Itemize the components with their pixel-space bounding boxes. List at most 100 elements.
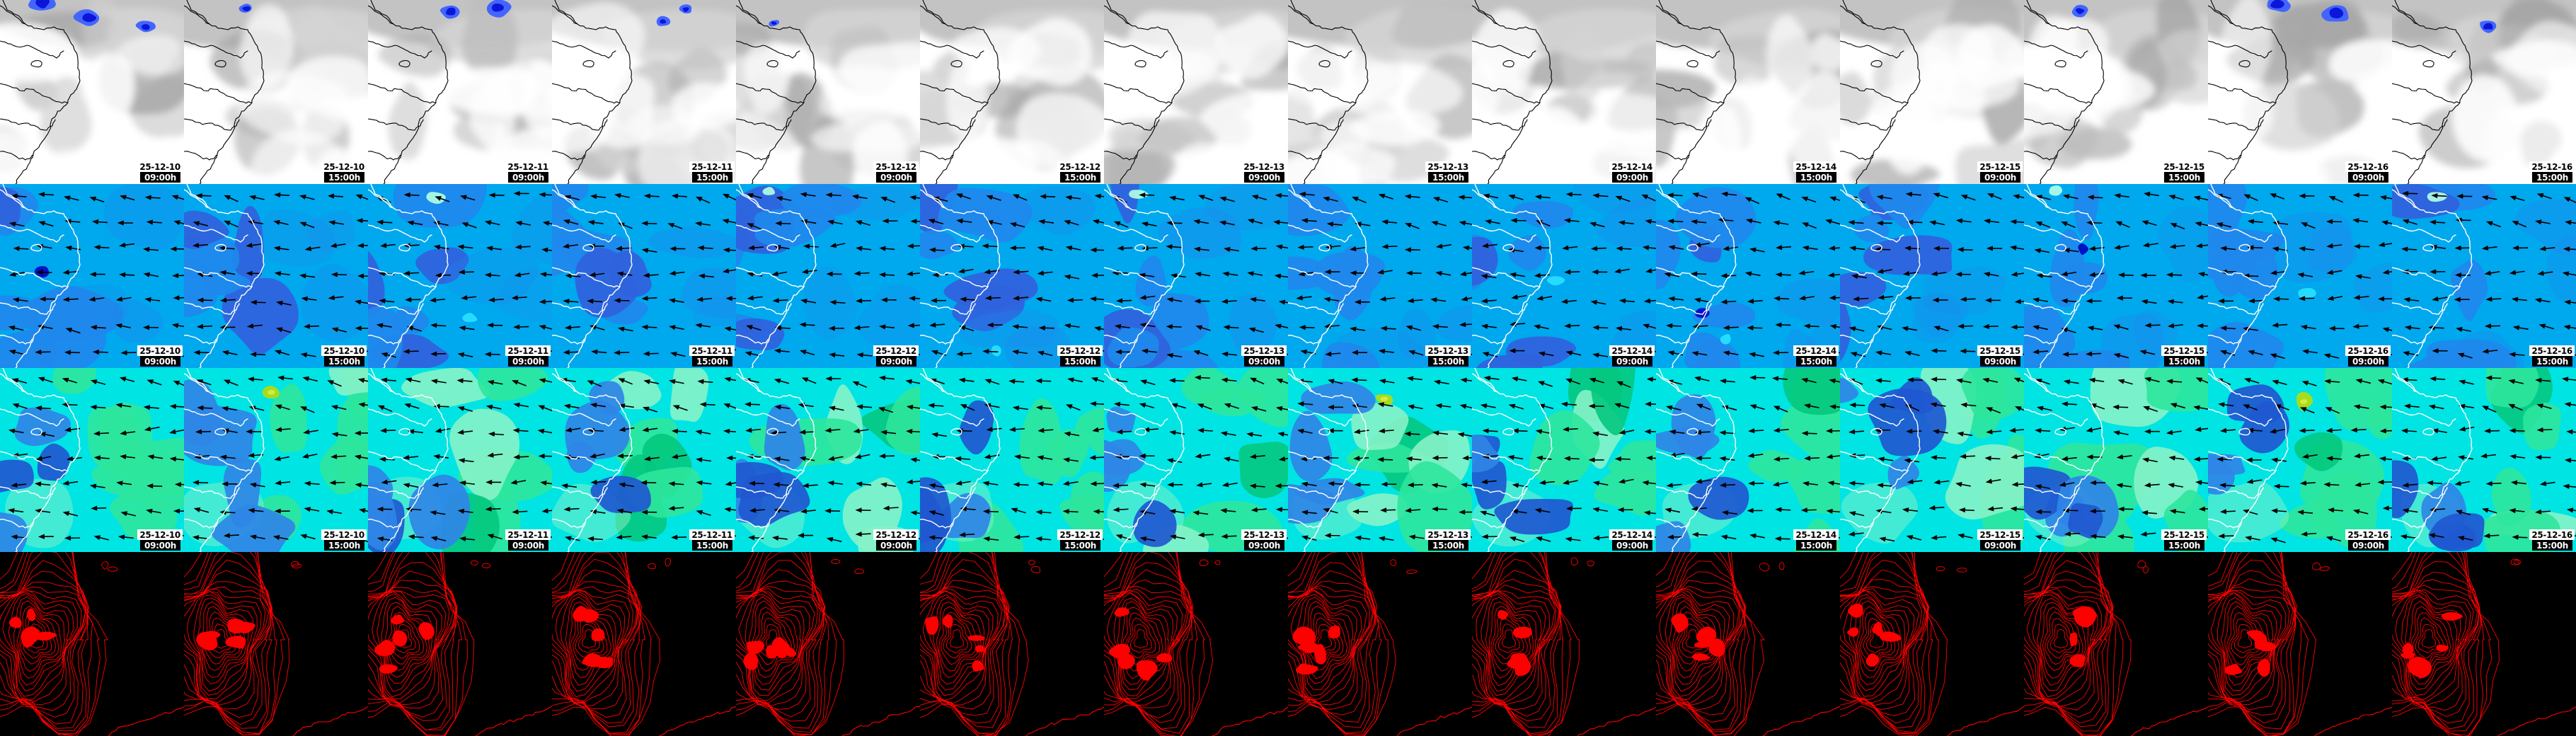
timestamp-time: 09:00h: [1244, 356, 1284, 367]
forecast-panel-wind-field-lower-col3: 25-12-11 09:00h: [368, 368, 552, 552]
forecast-panel-wind-field-upper-col6: 25-12-12 15:00h: [920, 184, 1104, 368]
forecast-panel-wind-field-upper-col1: 25-12-10 09:00h: [0, 184, 184, 368]
timestamp-label: 25-12-16 15:00h: [2529, 161, 2575, 183]
timestamp-time: 15:00h: [1060, 356, 1100, 367]
timestamp-date: 25-12-11: [689, 161, 735, 172]
timestamp-date: 25-12-10: [137, 529, 183, 540]
timestamp-time: 15:00h: [1060, 540, 1100, 551]
timestamp-date: 25-12-10: [137, 161, 183, 172]
timestamp-label: 25-12-15 09:00h: [1977, 529, 2023, 551]
timestamp-date: 25-12-11: [505, 345, 551, 356]
wind-field-map: [1104, 368, 1288, 552]
timestamp-date: 25-12-14: [1793, 161, 1839, 172]
wind-field-map: [1472, 368, 1656, 552]
timestamp-label: 25-12-15 09:00h: [1977, 345, 2023, 367]
timestamp-date: 25-12-16: [2529, 529, 2575, 540]
forecast-panel-wind-field-lower-col2: 25-12-10 15:00h: [184, 368, 368, 552]
wind-field-map: [368, 368, 552, 552]
timestamp-label: 25-12-13 15:00h: [1425, 529, 1471, 551]
forecast-panel-terrain-contours-col2: [184, 552, 368, 736]
terrain-contour-map: [552, 552, 736, 736]
forecast-panel-wind-field-lower-col14: 25-12-16 15:00h: [2392, 368, 2576, 552]
terrain-contour-map: [184, 552, 368, 736]
timestamp-label: 25-12-16 15:00h: [2529, 345, 2575, 367]
forecast-panel-terrain-contours-col9: [1472, 552, 1656, 736]
forecast-panel-wind-field-lower-col13: 25-12-16 09:00h: [2208, 368, 2392, 552]
timestamp-date: 25-12-13: [1425, 161, 1471, 172]
timestamp-date: 25-12-12: [1057, 529, 1103, 540]
timestamp-date: 25-12-14: [1609, 161, 1655, 172]
forecast-panel-clouds-precipitation-col3: 25-12-11 09:00h: [368, 0, 552, 184]
timestamp-date: 25-12-11: [505, 529, 551, 540]
timestamp-label: 25-12-12 15:00h: [1057, 161, 1103, 183]
cloud-precipitation-map: [2208, 0, 2392, 184]
timestamp-time: 09:00h: [2348, 540, 2388, 551]
forecast-panel-clouds-precipitation-col4: 25-12-11 15:00h: [552, 0, 736, 184]
timestamp-date: 25-12-15: [1977, 161, 2023, 172]
timestamp-label: 25-12-11 15:00h: [689, 529, 735, 551]
timestamp-time: 15:00h: [2164, 172, 2204, 183]
timestamp-date: 25-12-16: [2345, 161, 2391, 172]
wind-field-map: [920, 368, 1104, 552]
timestamp-label: 25-12-15 09:00h: [1977, 161, 2023, 183]
cloud-precipitation-map: [2392, 0, 2576, 184]
forecast-panel-clouds-precipitation-col6: 25-12-12 15:00h: [920, 0, 1104, 184]
terrain-contour-map: [1840, 552, 2024, 736]
forecast-panel-wind-field-upper-col5: 25-12-12 09:00h: [736, 184, 920, 368]
timestamp-label: 25-12-10 09:00h: [137, 345, 183, 367]
timestamp-time: 15:00h: [1428, 172, 1468, 183]
forecast-panel-wind-field-upper-col10: 25-12-14 15:00h: [1656, 184, 1840, 368]
timestamp-date: 25-12-10: [321, 529, 367, 540]
timestamp-time: 09:00h: [1980, 172, 2020, 183]
wind-field-map: [1840, 368, 2024, 552]
timestamp-time: 15:00h: [324, 540, 364, 551]
wind-field-map: [1656, 368, 1840, 552]
timestamp-time: 15:00h: [1796, 356, 1836, 367]
forecast-panel-clouds-precipitation-col7: 25-12-13 09:00h: [1104, 0, 1288, 184]
timestamp-time: 09:00h: [1244, 540, 1284, 551]
timestamp-label: 25-12-15 15:00h: [2161, 529, 2207, 551]
timestamp-date: 25-12-13: [1425, 529, 1471, 540]
timestamp-time: 09:00h: [1980, 540, 2020, 551]
wind-field-map: [2392, 368, 2576, 552]
wind-field-map: [1104, 184, 1288, 368]
wind-field-map: [184, 184, 368, 368]
timestamp-date: 25-12-16: [2345, 529, 2391, 540]
forecast-panel-terrain-contours-col8: [1288, 552, 1472, 736]
forecast-panel-wind-field-upper-col9: 25-12-14 09:00h: [1472, 184, 1656, 368]
forecast-panel-clouds-precipitation-col10: 25-12-14 15:00h: [1656, 0, 1840, 184]
terrain-contour-map: [2024, 552, 2208, 736]
timestamp-date: 25-12-14: [1609, 529, 1655, 540]
timestamp-label: 25-12-12 09:00h: [873, 161, 919, 183]
timestamp-label: 25-12-11 09:00h: [505, 345, 551, 367]
timestamp-time: 15:00h: [324, 356, 364, 367]
wind-field-map: [1472, 184, 1656, 368]
cloud-precipitation-map: [368, 0, 552, 184]
timestamp-label: 25-12-14 15:00h: [1793, 161, 1839, 183]
forecast-panel-clouds-precipitation-col2: 25-12-10 15:00h: [184, 0, 368, 184]
wind-field-map: [552, 368, 736, 552]
timestamp-label: 25-12-16 09:00h: [2345, 161, 2391, 183]
forecast-panel-wind-field-upper-col11: 25-12-15 09:00h: [1840, 184, 2024, 368]
forecast-panel-wind-field-upper-col3: 25-12-11 09:00h: [368, 184, 552, 368]
wind-field-map: [184, 368, 368, 552]
forecast-panel-terrain-contours-col4: [552, 552, 736, 736]
forecast-panel-wind-field-lower-col5: 25-12-12 09:00h: [736, 368, 920, 552]
wind-field-map: [368, 184, 552, 368]
timestamp-time: 09:00h: [508, 356, 548, 367]
timestamp-label: 25-12-14 15:00h: [1793, 529, 1839, 551]
forecast-panel-wind-field-upper-col14: 25-12-16 15:00h: [2392, 184, 2576, 368]
terrain-contour-map: [2392, 552, 2576, 736]
wind-field-map: [2208, 184, 2392, 368]
forecast-panel-clouds-precipitation-col13: 25-12-16 09:00h: [2208, 0, 2392, 184]
wind-field-map: [920, 184, 1104, 368]
timestamp-time: 09:00h: [508, 540, 548, 551]
timestamp-label: 25-12-16 09:00h: [2345, 529, 2391, 551]
timestamp-label: 25-12-15 15:00h: [2161, 161, 2207, 183]
forecast-panel-terrain-contours-col10: [1656, 552, 1840, 736]
terrain-contour-map: [1472, 552, 1656, 736]
forecast-panel-wind-field-lower-col6: 25-12-12 15:00h: [920, 368, 1104, 552]
timestamp-date: 25-12-10: [321, 345, 367, 356]
timestamp-date: 25-12-13: [1425, 345, 1471, 356]
cloud-precipitation-map: [1288, 0, 1472, 184]
